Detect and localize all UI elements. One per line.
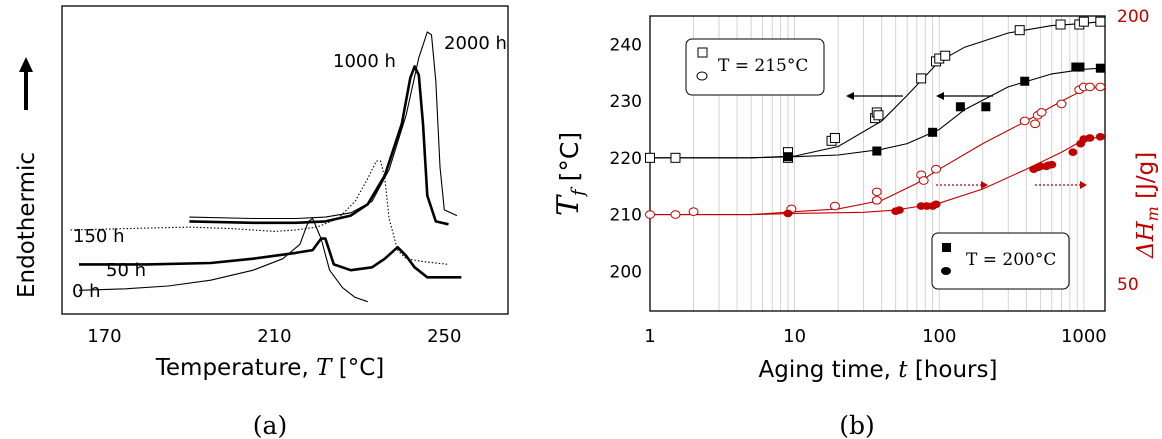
x-tick-label-b: 1 — [644, 326, 655, 347]
point-open-circle — [1030, 119, 1041, 129]
point-open-circle — [918, 176, 929, 185]
y-tick-label-left: 210 — [610, 206, 642, 226]
dsc-curve-1000h — [189, 65, 449, 226]
label-1000h: 1000 h — [333, 51, 396, 72]
legend-label-200: T = 200°C — [966, 250, 1056, 270]
x-axis-label-b: Aging time, t [hours] — [759, 357, 998, 383]
point-filled-circle — [783, 209, 793, 218]
x-tick-label-b: 10 — [783, 326, 806, 347]
x-axis-label-a: Temperature, T [°C] — [155, 355, 385, 381]
x-tick-label-b: 100 — [922, 326, 956, 347]
dsc-curve-50h — [79, 237, 462, 279]
dsc-curves — [70, 31, 462, 303]
point-open-circle — [1036, 108, 1047, 117]
point-filled-square — [872, 146, 882, 156]
dsc-curve-0h — [78, 217, 368, 303]
point-filled-square — [1095, 63, 1105, 73]
point-open-square — [670, 152, 681, 163]
point-filled-square — [981, 102, 991, 112]
point-open-square — [873, 110, 884, 121]
dsc-curve-150h — [70, 160, 449, 265]
point-open-circle — [688, 207, 699, 217]
point-open-circle — [1084, 82, 1095, 92]
point-filled-square — [783, 152, 793, 162]
point-open-circle — [871, 187, 882, 197]
legend-215: T = 215°C — [685, 38, 825, 96]
arrow-right-icon — [981, 181, 988, 189]
y-tick-label-right: 200 — [1117, 7, 1149, 27]
point-open-circle — [1056, 99, 1067, 109]
y-axis-label-right: ΔHm [J/g] — [1133, 152, 1162, 259]
x-tick-label-a: 170 — [87, 326, 121, 347]
legend-box-215 — [685, 38, 825, 96]
x-tick-label-a: 250 — [427, 326, 461, 347]
arrow-left-icon — [846, 92, 854, 100]
label-2000h: 2000 h — [444, 33, 507, 54]
point-open-square — [940, 50, 951, 61]
point-open-circle — [645, 210, 655, 219]
point-filled-circle — [1085, 134, 1095, 142]
point-open-circle — [1019, 116, 1030, 126]
y-tick-label-left: 230 — [610, 92, 642, 112]
point-filled-circle — [1047, 160, 1057, 169]
dsc-curve-2000h — [189, 31, 458, 220]
y-tick-labels-right: 50 200 — [1117, 7, 1149, 295]
y-tick-label-left: 240 — [610, 35, 642, 55]
panel-label-b: (b) — [839, 411, 875, 439]
legend-open-square — [697, 47, 708, 58]
legend-label-215: T = 215°C — [718, 56, 808, 76]
point-open-square — [1055, 19, 1066, 30]
point-filled-circle — [1068, 148, 1078, 156]
endothermic-arrow-icon — [19, 57, 33, 110]
point-open-circle — [931, 164, 942, 174]
point-open-square — [1014, 25, 1025, 36]
point-filled-square — [928, 127, 938, 137]
label-150h: 150 h — [73, 226, 125, 247]
x-tick-label-a: 210 — [257, 326, 291, 347]
point-open-circle — [871, 196, 882, 205]
label-0h: 0 h — [72, 281, 101, 302]
x-tick-label-b: 1000 — [1061, 326, 1107, 347]
y-tick-label-left: 200 — [610, 262, 642, 282]
panel-a: 170 210 250 Temperature, T [°C] Endothermi… — [14, 5, 509, 439]
point-open-square — [916, 73, 927, 84]
direction-arrows — [846, 92, 1087, 189]
point-filled-circle — [931, 200, 941, 209]
legend-filled-circle — [941, 267, 951, 275]
legend-filled-square — [942, 243, 951, 252]
legend-open-circle — [696, 71, 708, 81]
y-axis-label-left: Tf [°C] — [551, 132, 589, 216]
point-open-square — [829, 132, 840, 143]
point-open-circle — [1095, 82, 1106, 92]
x-tick-labels-a: 170 210 250 — [87, 326, 461, 347]
arrow-right-icon — [1080, 181, 1087, 189]
y-axis-label-a: Endothermic — [14, 152, 40, 298]
panel-b: 200 210 220 230 240 50 200 1 10 100 1000 T = 215… — [551, 7, 1162, 439]
y-tick-label-right: 50 — [1117, 275, 1139, 295]
data-markers — [645, 16, 1106, 219]
point-open-square — [645, 152, 655, 163]
point-filled-square — [955, 102, 965, 112]
point-open-circle — [829, 201, 840, 211]
point-filled-square — [1075, 62, 1085, 72]
y-tick-labels-left: 200 210 220 230 240 — [610, 35, 642, 282]
point-filled-circle — [894, 206, 904, 214]
point-filled-circle — [1095, 133, 1105, 141]
arrow-left-icon — [936, 92, 944, 100]
label-50h: 50 h — [106, 260, 146, 281]
point-open-square — [1078, 16, 1089, 27]
plot-frame-b — [649, 15, 1106, 312]
y-tick-label-left: 220 — [610, 149, 642, 169]
legend-200: T = 200°C — [931, 232, 1070, 290]
x-tick-labels-b: 1 10 100 1000 — [644, 326, 1106, 347]
plot-frame-a — [61, 5, 509, 315]
legend-box-200 — [931, 232, 1070, 290]
point-open-circle — [670, 210, 681, 219]
point-open-square — [1095, 16, 1106, 27]
panel-label-a: (a) — [253, 411, 287, 439]
point-filled-square — [1020, 76, 1030, 86]
